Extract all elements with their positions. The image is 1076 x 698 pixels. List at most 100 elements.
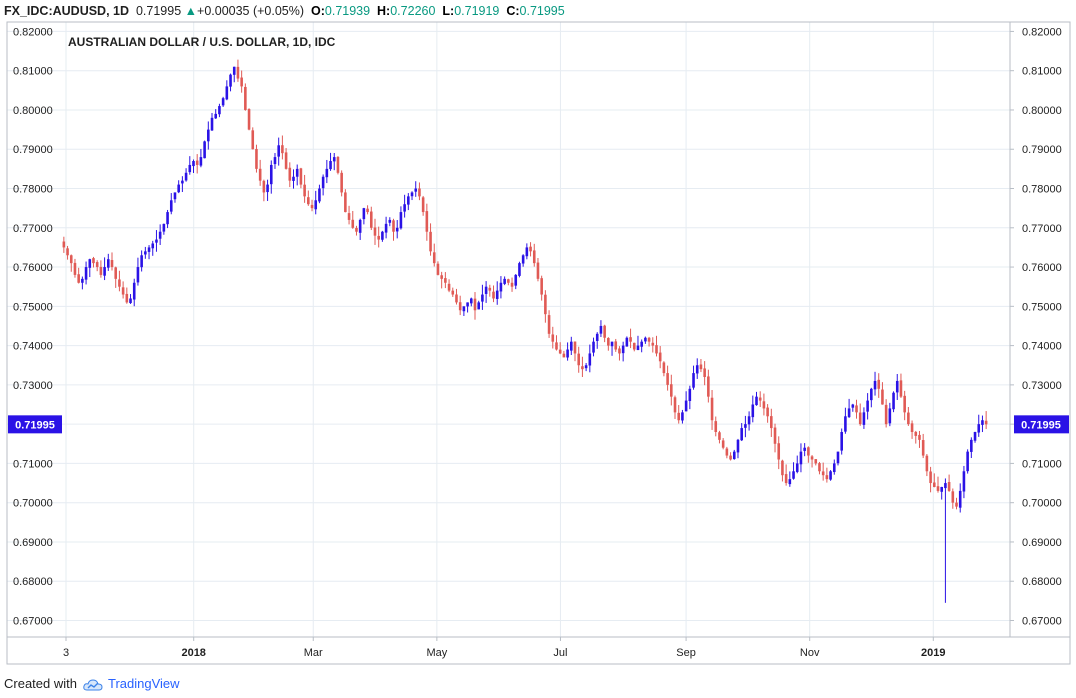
candle-body <box>977 424 981 433</box>
candle-body <box>973 432 977 441</box>
candle-body <box>614 341 618 350</box>
candle-body <box>892 392 895 410</box>
candle-body <box>666 373 669 385</box>
time-axis[interactable]: 3 2018 Mar May Jul Sep Nov 2019 <box>63 637 946 659</box>
candle-body <box>369 211 373 228</box>
low-label: L: <box>442 4 455 18</box>
candle-body <box>755 396 758 406</box>
candle-body <box>362 208 366 220</box>
candle-body <box>851 404 855 408</box>
candle-body <box>547 315 551 334</box>
candle-body <box>521 255 525 264</box>
candle-body <box>562 353 566 358</box>
x-tick-label: 2019 <box>921 647 945 659</box>
y-tick-label: 0.81000 <box>13 66 53 78</box>
candle-body <box>862 412 866 425</box>
y-tick-label: 0.82000 <box>13 26 53 38</box>
candle-body <box>632 342 636 350</box>
candle-body <box>466 302 469 307</box>
candle-body <box>951 491 955 503</box>
y-tick-label-right: 0.73000 <box>1022 380 1062 392</box>
candle-body <box>332 157 336 162</box>
candle-body <box>129 298 132 304</box>
left-price-axis[interactable]: 0.82000 0.81000 0.80000 0.79000 0.78000 0.770… <box>13 26 53 627</box>
y-tick-label-right: 0.67000 <box>1022 616 1062 628</box>
candle-body <box>166 212 169 225</box>
candle-body <box>566 349 569 358</box>
last-price-marker: 0.71995 0.71995 <box>8 415 1069 434</box>
candle-body <box>929 471 932 484</box>
candle-body <box>573 341 577 354</box>
candle-body <box>588 353 592 366</box>
candle-body <box>284 152 288 169</box>
candle-body <box>392 220 395 232</box>
candle-body <box>403 204 406 212</box>
x-tick-label: Nov <box>800 647 820 659</box>
candle-body <box>662 362 666 374</box>
candle-body <box>781 460 784 476</box>
open-value: 0.71939 <box>324 4 371 18</box>
candle-body <box>762 401 766 409</box>
candle-body <box>469 298 473 304</box>
candle-body <box>644 337 647 342</box>
y-tick-label: 0.76000 <box>13 262 53 274</box>
candle-body <box>895 380 899 393</box>
candle-body <box>377 235 380 240</box>
candle-body <box>88 259 92 268</box>
candle-body <box>488 287 492 291</box>
candle-body <box>658 352 662 362</box>
candle-body <box>118 279 121 287</box>
right-price-axis[interactable]: 0.82000 0.81000 0.80000 0.79000 0.78000 0.770… <box>1010 26 1062 628</box>
candle-body <box>703 368 706 378</box>
candle-body <box>381 231 384 240</box>
candle-body <box>725 448 729 456</box>
candle-body <box>484 286 488 294</box>
y-tick-label: 0.67000 <box>13 616 53 628</box>
candle-body <box>581 366 584 370</box>
legend-header: FX_IDC:AUDUSD, 1D 0.71995 ▲+0.00035 (+0.… <box>4 2 565 20</box>
tradingview-cloud-icon[interactable] <box>82 678 103 692</box>
candle-body <box>344 192 347 213</box>
candle-body <box>840 432 843 451</box>
candle-body <box>229 74 232 87</box>
candle-body <box>95 262 99 268</box>
x-tick-label: 3 <box>63 647 69 659</box>
candle-body <box>888 408 892 424</box>
candle-body <box>92 258 95 264</box>
candle-body <box>640 341 643 347</box>
last-price: 0.71995 <box>135 4 182 18</box>
candle-body <box>966 451 969 472</box>
candle-body <box>107 259 110 268</box>
candle-body <box>592 341 595 353</box>
candle-body <box>855 405 858 413</box>
candle-body <box>347 213 351 220</box>
candle-body <box>984 420 988 425</box>
candle-body <box>136 267 140 283</box>
open-label: O: <box>311 4 325 18</box>
y-tick-label-right: 0.77000 <box>1022 223 1062 235</box>
candle-body <box>366 208 369 213</box>
tradingview-link[interactable]: TradingView <box>108 676 180 691</box>
x-tick-label: May <box>426 647 447 659</box>
candle-body <box>281 145 284 154</box>
candle-body <box>832 463 836 473</box>
candle-body <box>621 345 625 354</box>
candle-body <box>269 164 273 185</box>
candle-body <box>473 298 477 311</box>
candle-body <box>221 98 225 106</box>
candle-body <box>695 365 699 374</box>
candle-body <box>503 278 506 284</box>
candle-body <box>747 416 751 425</box>
candle-body <box>177 184 180 193</box>
y-tick-label: 0.69000 <box>13 537 53 549</box>
symbol-label[interactable]: FX_IDC:AUDUSD, 1D <box>4 4 130 18</box>
candle-body <box>477 302 480 310</box>
candle-body <box>584 365 588 369</box>
y-tick-label-right: 0.82000 <box>1022 26 1062 38</box>
candle-body <box>858 412 862 425</box>
candle-body <box>607 338 610 346</box>
candle-body <box>421 197 425 213</box>
y-tick-label-right: 0.69000 <box>1022 537 1062 549</box>
candle-body <box>877 379 881 389</box>
